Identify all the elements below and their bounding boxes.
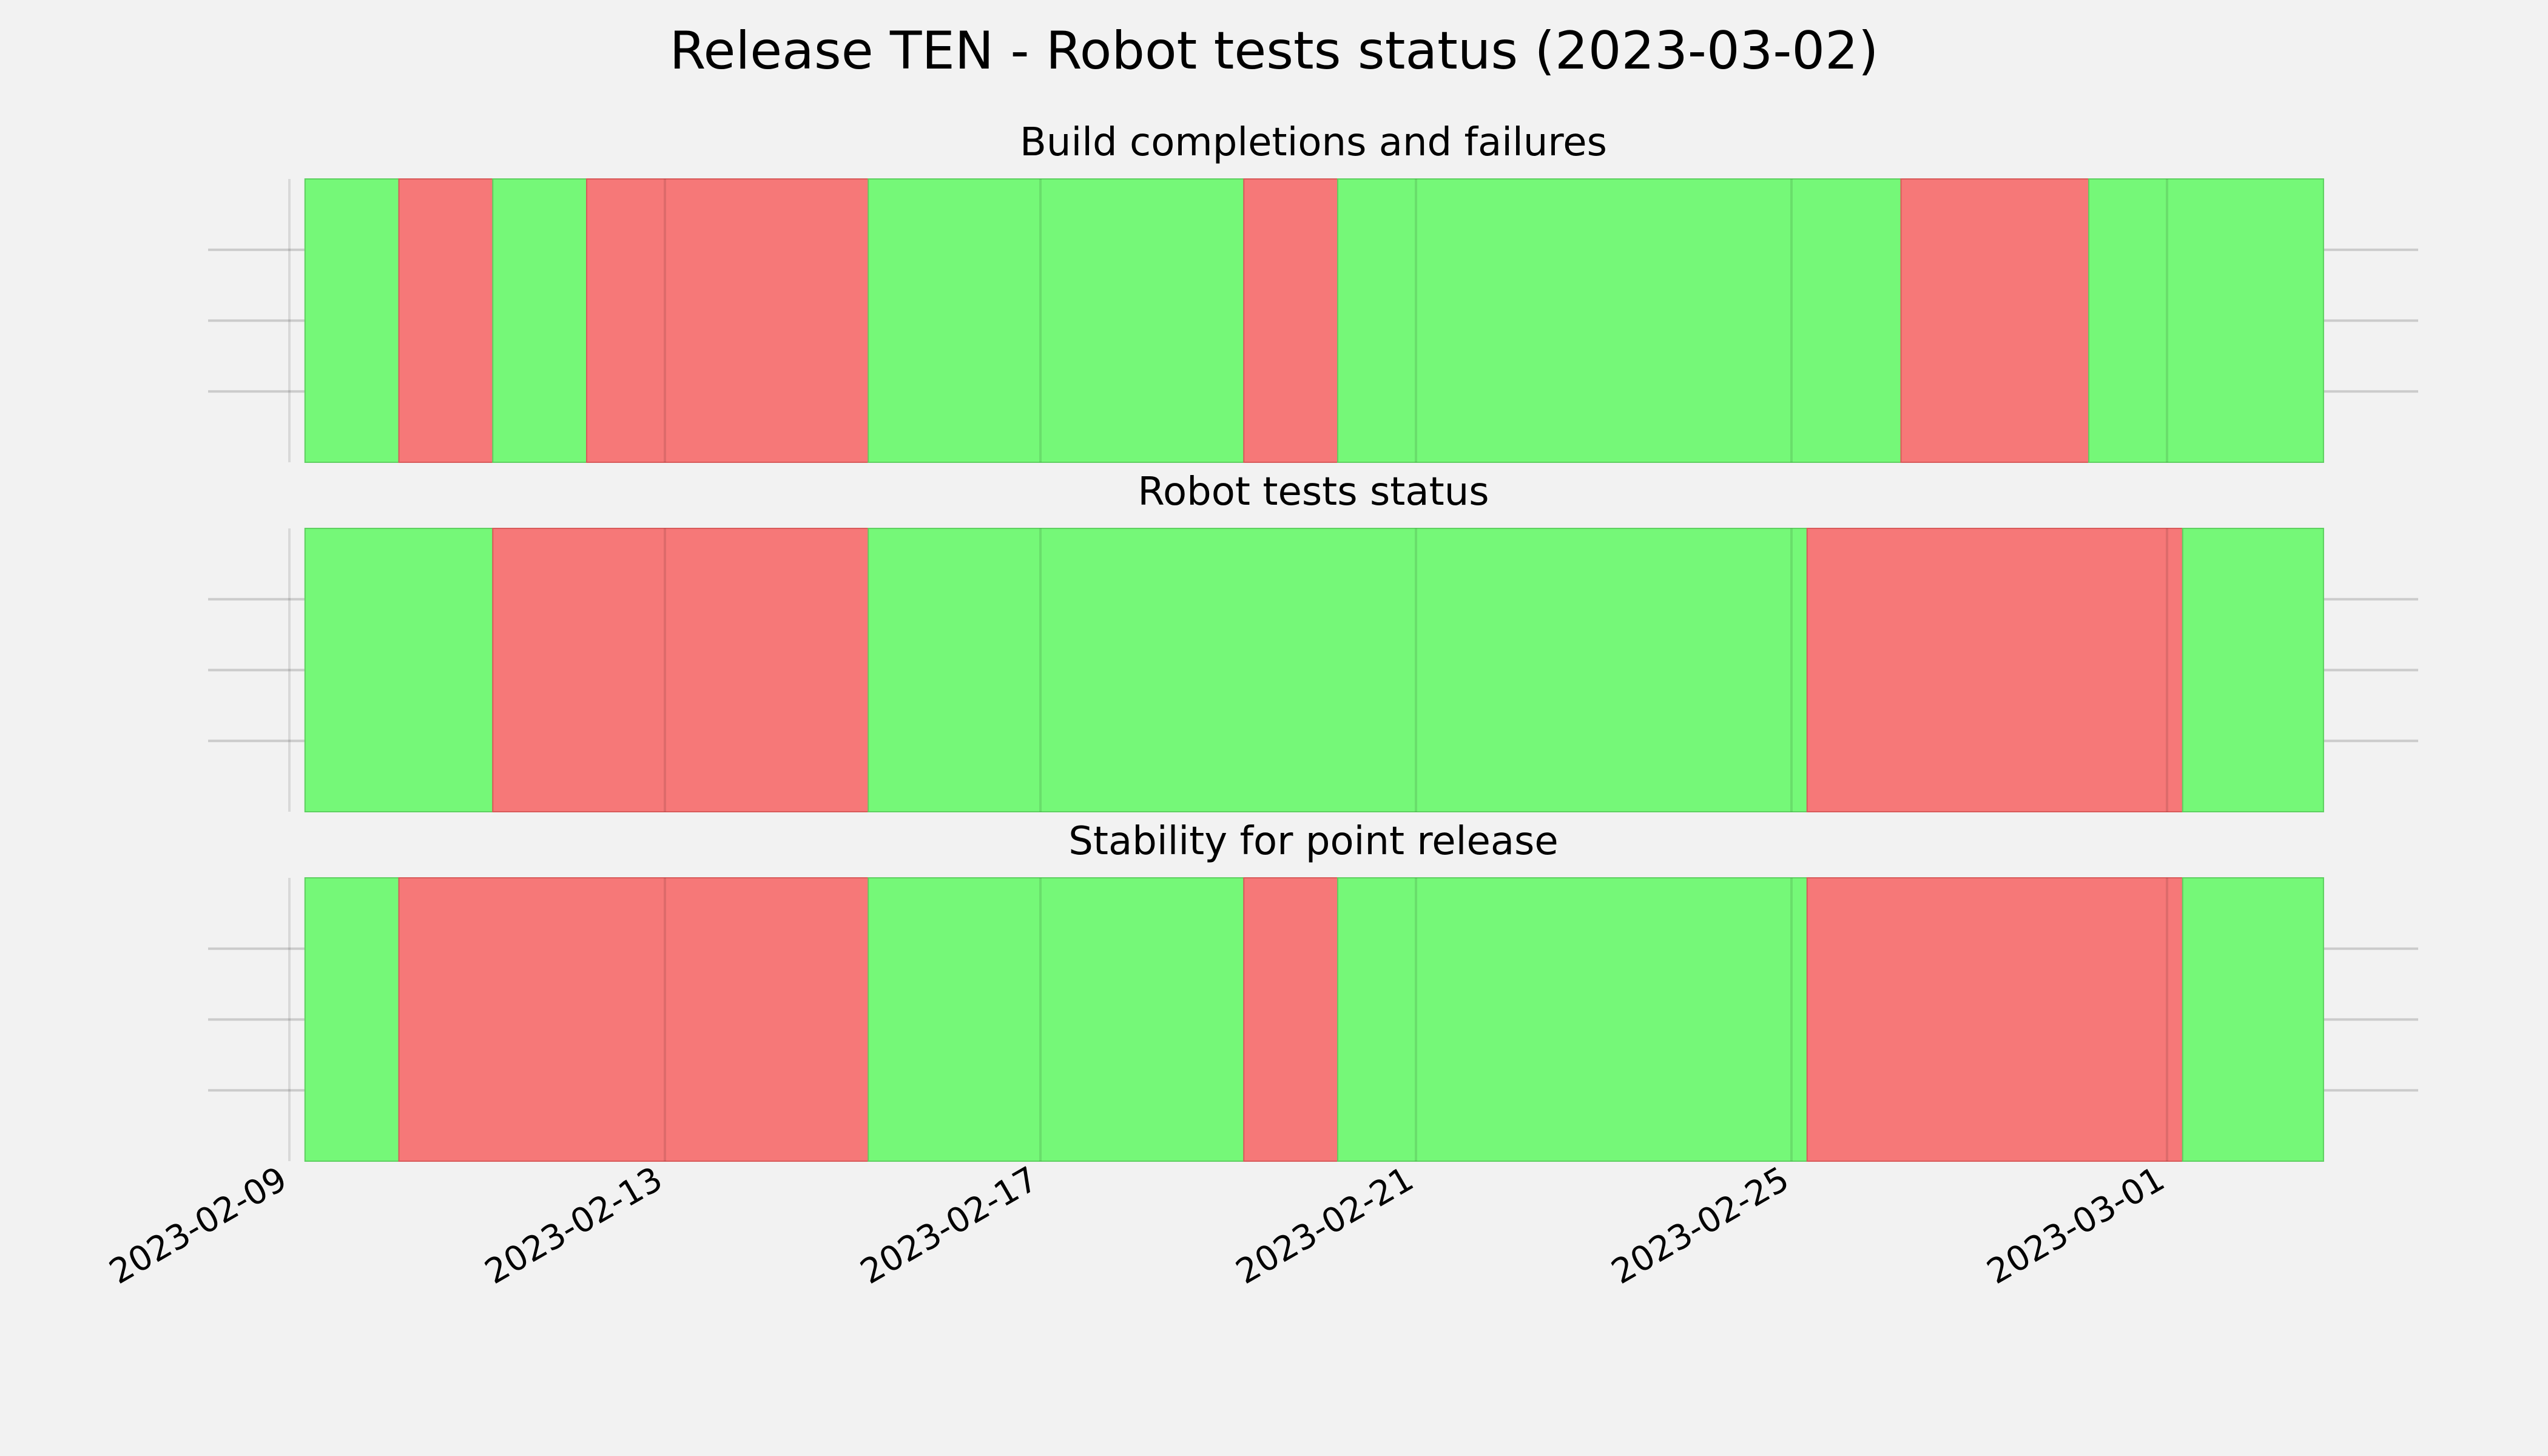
red-status-segment bbox=[492, 528, 869, 812]
red-status-segment bbox=[398, 877, 869, 1162]
panel-1: Build completions and failures bbox=[208, 120, 2418, 463]
green-status-segment bbox=[304, 528, 494, 812]
green-status-segment bbox=[304, 178, 400, 463]
chart-title: Release TEN - Robot tests status (2023-0… bbox=[670, 21, 1879, 81]
red-status-segment bbox=[398, 178, 494, 463]
panels-group: Build completions and failures Robot test… bbox=[208, 120, 2418, 1162]
green-status-segment bbox=[868, 178, 1245, 463]
green-status-segment bbox=[304, 877, 400, 1162]
green-status-segment bbox=[2088, 178, 2324, 463]
green-status-segment bbox=[492, 178, 588, 463]
red-status-segment bbox=[1806, 877, 2183, 1162]
red-status-segment bbox=[1806, 528, 2183, 812]
red-status-segment bbox=[1243, 178, 1339, 463]
green-status-segment bbox=[1337, 877, 1808, 1162]
green-status-segment bbox=[1337, 178, 1902, 463]
green-status-segment bbox=[2182, 528, 2324, 812]
green-status-segment bbox=[868, 528, 1808, 812]
panel-title: Robot tests status bbox=[1138, 470, 1489, 514]
red-status-segment bbox=[1243, 877, 1339, 1162]
panel-title: Build completions and failures bbox=[1020, 120, 1607, 165]
panel-title: Stability for point release bbox=[1068, 819, 1559, 864]
panel-3: Stability for point release bbox=[208, 819, 2418, 1162]
green-status-segment bbox=[868, 877, 1245, 1162]
panel-2: Robot tests status bbox=[208, 470, 2418, 812]
green-status-segment bbox=[2182, 877, 2324, 1162]
red-status-segment bbox=[586, 178, 869, 463]
red-status-segment bbox=[1900, 178, 2090, 463]
